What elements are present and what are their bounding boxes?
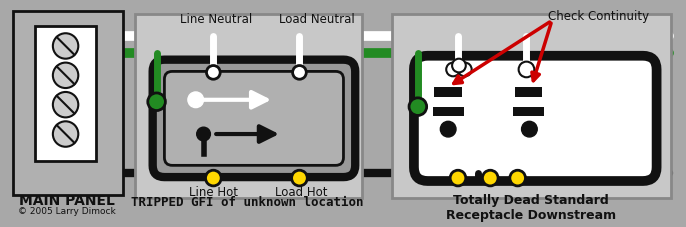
Bar <box>433 107 464 117</box>
Bar <box>135 15 362 198</box>
Bar <box>35 27 96 162</box>
Circle shape <box>482 170 498 186</box>
Bar <box>514 88 542 97</box>
Text: Check Continuity: Check Continuity <box>548 10 650 23</box>
Text: Load Hot: Load Hot <box>275 185 328 198</box>
Circle shape <box>53 34 78 59</box>
FancyBboxPatch shape <box>153 60 355 177</box>
Bar <box>512 107 544 117</box>
Circle shape <box>458 63 472 77</box>
Bar <box>392 15 672 198</box>
Circle shape <box>197 128 211 141</box>
Text: Load Neutral: Load Neutral <box>279 13 355 26</box>
Circle shape <box>53 63 78 89</box>
Circle shape <box>446 63 460 77</box>
Text: Line Neutral: Line Neutral <box>180 13 252 26</box>
Text: Line Hot: Line Hot <box>189 185 238 198</box>
Circle shape <box>206 170 221 186</box>
Circle shape <box>293 66 306 80</box>
Bar <box>434 88 462 97</box>
Circle shape <box>521 122 537 137</box>
Circle shape <box>409 98 427 116</box>
Circle shape <box>53 93 78 118</box>
Circle shape <box>452 59 466 73</box>
Text: MAIN PANEL: MAIN PANEL <box>19 193 115 207</box>
Bar <box>13 12 123 195</box>
Circle shape <box>440 122 456 137</box>
Circle shape <box>206 66 220 80</box>
Text: TRIPPED GFI of unknown location: TRIPPED GFI of unknown location <box>131 195 364 208</box>
Circle shape <box>450 170 466 186</box>
Text: © 2005 Larry Dimock: © 2005 Larry Dimock <box>18 207 115 215</box>
FancyBboxPatch shape <box>414 57 657 181</box>
Text: Totally Dead Standard
Receptacle Downstream: Totally Dead Standard Receptacle Downstr… <box>447 193 617 221</box>
Circle shape <box>510 170 525 186</box>
Circle shape <box>188 93 204 108</box>
Circle shape <box>53 122 78 147</box>
Circle shape <box>519 62 534 78</box>
Circle shape <box>147 94 165 111</box>
Circle shape <box>292 170 307 186</box>
FancyBboxPatch shape <box>165 72 344 166</box>
